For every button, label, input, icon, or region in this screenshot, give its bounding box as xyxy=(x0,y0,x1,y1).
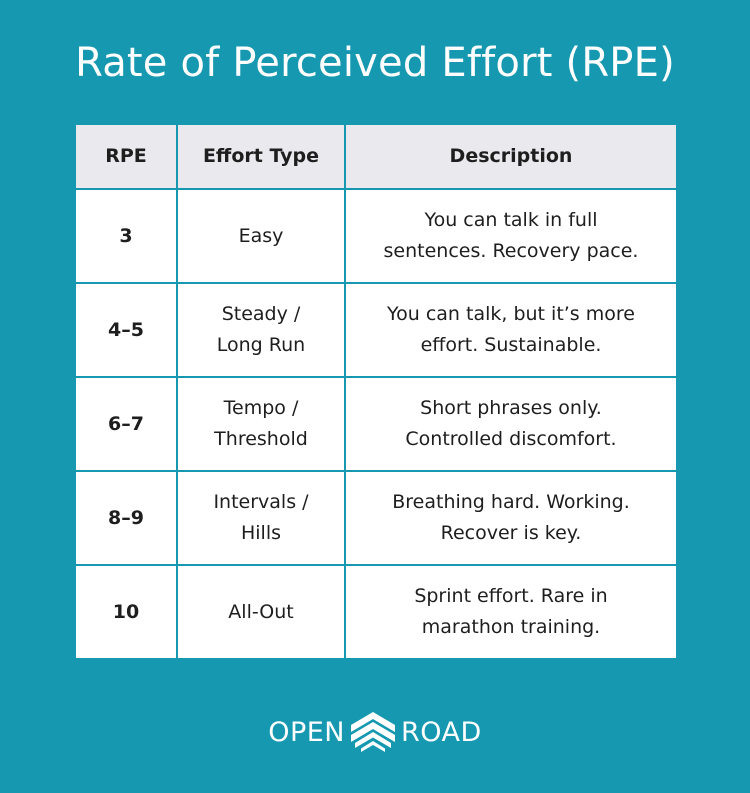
rpe-value: 3 xyxy=(74,188,178,284)
description-line: effort. Sustainable. xyxy=(420,334,602,356)
effort-type: Steady / Long Run xyxy=(176,282,346,378)
description-line: You can talk, but it’s more xyxy=(387,303,635,325)
rpe-value: 10 xyxy=(74,564,178,660)
effort-type-line: Long Run xyxy=(216,334,306,356)
rpe-value: 4–5 xyxy=(74,282,178,378)
logo-word-road: ROAD xyxy=(400,716,482,748)
effort-type: Easy xyxy=(176,188,346,284)
effort-description: Short phrases only. Controlled discomfor… xyxy=(344,376,678,472)
description-line: Short phrases only. xyxy=(420,397,602,419)
effort-type: All-Out xyxy=(176,564,346,660)
description-line: sentences. Recovery pace. xyxy=(383,240,639,262)
brand-logo: OPEN ROAD xyxy=(0,710,750,754)
effort-type-line: Easy xyxy=(238,224,284,247)
description-line: Sprint effort. Rare in xyxy=(414,585,608,607)
table-header-row: RPE Effort Type Description xyxy=(74,123,678,190)
chevron-road-icon xyxy=(350,712,395,752)
effort-type-line: Tempo / xyxy=(223,397,299,419)
effort-description: You can talk in full sentences. Recovery… xyxy=(344,188,678,284)
page-title: Rate of Perceived Effort (RPE) xyxy=(75,40,675,86)
table-row: 8–9 Intervals / Hills Breathing hard. Wo… xyxy=(74,470,678,566)
description-line: Recover is key. xyxy=(440,522,582,544)
effort-type-line: Threshold xyxy=(214,428,308,450)
header-rpe: RPE xyxy=(74,123,178,190)
description-line: You can talk in full xyxy=(424,209,598,231)
effort-description: Breathing hard. Working. Recover is key. xyxy=(344,470,678,566)
description-line: Breathing hard. Working. xyxy=(392,491,630,513)
effort-type-line: Hills xyxy=(240,522,282,544)
effort-type: Tempo / Threshold xyxy=(176,376,346,472)
rpe-value: 8–9 xyxy=(74,470,178,566)
description-line: marathon training. xyxy=(421,616,601,638)
table-row: 3 Easy You can talk in full sentences. R… xyxy=(74,188,678,284)
rpe-table: RPE Effort Type Description 3 Easy You c… xyxy=(74,123,678,660)
effort-description: Sprint effort. Rare in marathon training… xyxy=(344,564,678,660)
header-description: Description xyxy=(344,123,678,190)
table-row: 10 All-Out Sprint effort. Rare in marath… xyxy=(74,564,678,660)
effort-description: You can talk, but it’s more effort. Sust… xyxy=(344,282,678,378)
description-line: Controlled discomfort. xyxy=(405,428,617,450)
table-row: 4–5 Steady / Long Run You can talk, but … xyxy=(74,282,678,378)
effort-type-line: Steady / xyxy=(221,303,301,325)
header-effort-type: Effort Type xyxy=(176,123,346,190)
effort-type-line: Intervals / xyxy=(213,491,309,513)
effort-type: Intervals / Hills xyxy=(176,470,346,566)
table-row: 6–7 Tempo / Threshold Short phrases only… xyxy=(74,376,678,472)
rpe-value: 6–7 xyxy=(74,376,178,472)
logo-word-open: OPEN xyxy=(268,716,345,748)
effort-type-line: All-Out xyxy=(228,600,294,623)
